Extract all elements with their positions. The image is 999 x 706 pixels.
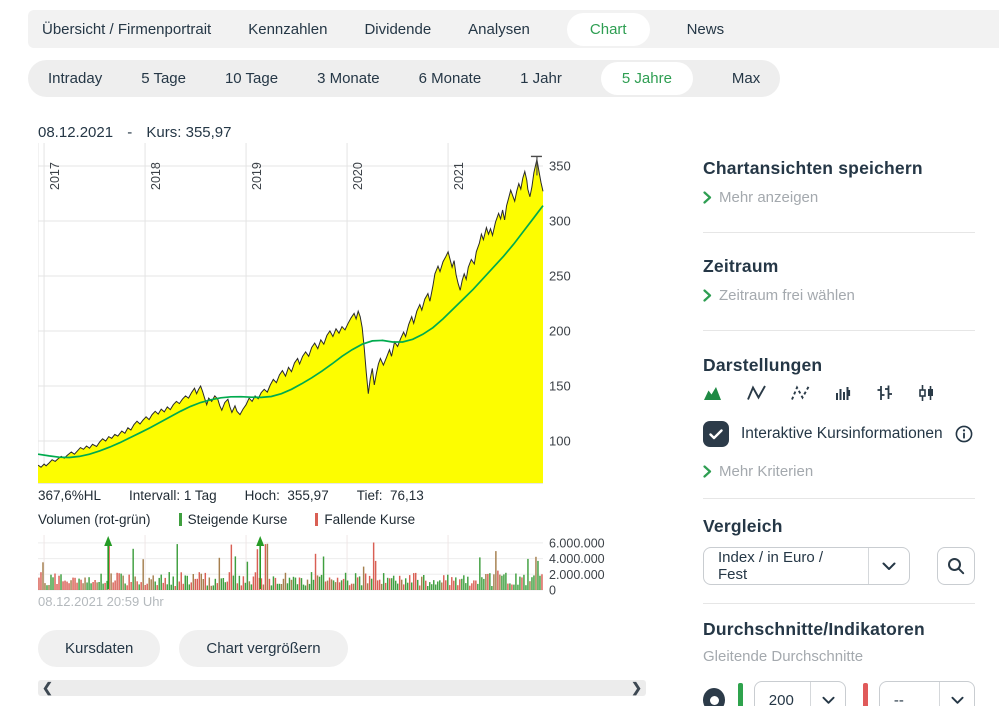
up-color-swatch [178,513,182,526]
area-chart-icon[interactable] [703,384,722,407]
candlestick-chart-icon[interactable] [918,384,935,407]
tab-news[interactable]: News [686,20,725,38]
chart-vergroessern-button[interactable]: Chart vergrößern [179,630,348,667]
svg-text:4.000.000: 4.000.000 [549,552,605,566]
chevron-down-icon [950,696,964,704]
range-10-tage[interactable]: 10 Tage [224,70,279,87]
down-color-swatch [315,513,319,526]
moving-average-controls: 200 -- [703,681,975,706]
vergleich-select[interactable]: Index / in Euro / Fest [703,547,911,585]
chevron-right-icon [703,289,712,302]
line-chart-icon[interactable] [747,384,766,407]
legend-steigende-kurse: Steigende Kurse [178,512,287,527]
chart-stats-row: 367,6%HL Intervall: 1 Tag Hoch: 355,97 T… [38,488,424,503]
sidebar-divider [703,603,975,604]
svg-text:6.000.000: 6.000.000 [549,536,605,550]
readout-date: 08.12.2021 [38,124,114,141]
range-intraday[interactable]: Intraday [48,70,103,87]
volume-chart-canvas[interactable]: 6.000.000 4.000.000 2.000.000 0 [38,531,608,597]
chart-settings-sidebar: Chartansichten speichern Mehr anzeigen Z… [703,158,975,706]
stat-tief: Tief: 76,13 [356,488,424,503]
darstellungen-title: Darstellungen [703,355,823,375]
save-views-title: Chartansichten speichern [703,158,923,178]
range-6-monate[interactable]: 6 Monate [418,70,482,87]
tab-uebersicht[interactable]: Übersicht / Firmenportrait [42,20,212,38]
svg-text:300: 300 [549,214,571,229]
price-chart-canvas[interactable]: 350 300 250 200 150 100 2017 2018 2019 2020 2021 [38,143,608,484]
mehr-kriterien-link[interactable]: Mehr Kriterien [703,463,975,480]
range-5-jahre[interactable]: 5 Jahre [600,62,693,95]
readout-kurs: Kurs: 355,97 [146,124,232,141]
gleitende-durchschnitte-label: Gleitende Durchschnitte [703,648,864,665]
quote-timestamp: 08.12.2021 20:59 Uhr [38,594,164,609]
range-max[interactable]: Max [731,70,761,87]
svg-text:0: 0 [549,584,556,598]
ma-radio-button[interactable] [703,688,726,706]
vergleich-title: Vergleich [703,516,783,536]
svg-text:2020: 2020 [351,162,365,190]
chevron-down-icon [882,562,896,570]
range-5-tage[interactable]: 5 Tage [141,70,186,87]
sidebar-divider [703,232,975,233]
chart-crosshair-readout: 08.12.2021 - Kurs: 355,97 [38,124,241,141]
ma1-color-swatch [738,683,743,706]
svg-text:150: 150 [549,379,571,394]
sidebar-divider [703,330,975,331]
scroll-left-icon[interactable]: ❮ [42,680,53,695]
readout-separator: - [127,124,133,141]
ma1-period-select[interactable]: 200 [753,681,847,706]
ma2-color-swatch [863,683,868,706]
ma2-period-select[interactable]: -- [878,681,975,706]
vergleich-search-button[interactable] [937,547,975,585]
volume-legend: Volumen (rot-grün) Steigende Kurse Falle… [38,512,415,527]
tab-kennzahlen[interactable]: Kennzahlen [248,20,328,38]
svg-text:2021: 2021 [452,162,466,190]
range-3-monate[interactable]: 3 Monate [317,70,380,87]
svg-text:2018: 2018 [149,162,163,190]
stat-interval: Intervall: 1 Tag [129,488,217,503]
svg-text:250: 250 [549,269,571,284]
kursdaten-button[interactable]: Kursdaten [38,630,161,667]
search-icon [948,558,965,575]
tab-dividende[interactable]: Dividende [364,20,432,38]
svg-text:100: 100 [549,434,571,449]
svg-text:200: 200 [549,324,571,339]
info-icon[interactable] [955,425,973,443]
zeitraum-title: Zeitraum [703,256,779,276]
interactive-info-checkbox[interactable] [703,421,729,447]
svg-text:2019: 2019 [250,162,264,190]
stat-hoch: Hoch: 355,97 [244,488,329,503]
sidebar-divider [703,498,975,499]
chart-actions: Kursdaten Chart vergrößern [38,630,348,667]
svg-text:350: 350 [549,159,571,174]
page-tabs: Übersicht / Firmenportrait Kennzahlen Di… [28,10,999,48]
chevron-down-icon [822,696,835,704]
tab-chart[interactable]: Chart [566,12,650,46]
zeitraum-frei-waehlen-link[interactable]: Zeitraum frei wählen [703,287,975,304]
dashed-line-chart-icon[interactable] [791,384,810,407]
checkmark-icon [709,428,723,439]
interactive-info-setting: Interaktive Kursinformationen [703,421,975,447]
stat-hl-percent: 367,6%HL [38,488,102,503]
chevron-right-icon [703,191,712,204]
volume-title: Volumen (rot-grün) [38,512,151,527]
time-range-tabs: Intraday 5 Tage 10 Tage 3 Monate 6 Monat… [28,60,781,97]
bar-chart-icon[interactable] [835,384,851,407]
chevron-right-icon [703,465,712,478]
scroll-right-icon[interactable]: ❯ [631,680,642,695]
chart-horizontal-scrollbar[interactable]: ❮ ❯ [38,680,646,696]
legend-fallende-kurse: Fallende Kurse [315,512,415,527]
interactive-info-label: Interaktive Kursinformationen [741,425,943,442]
vergleich-controls: Index / in Euro / Fest [703,547,975,585]
chart-type-selector [703,384,975,407]
ohlc-chart-icon[interactable] [876,384,893,407]
range-1-jahr[interactable]: 1 Jahr [520,70,562,87]
svg-text:2017: 2017 [48,162,62,190]
mehr-anzeigen-link[interactable]: Mehr anzeigen [703,189,975,206]
tab-analysen[interactable]: Analysen [468,20,530,38]
svg-text:2.000.000: 2.000.000 [549,568,605,582]
indikatoren-title: Durchschnitte/Indikatoren [703,619,925,639]
